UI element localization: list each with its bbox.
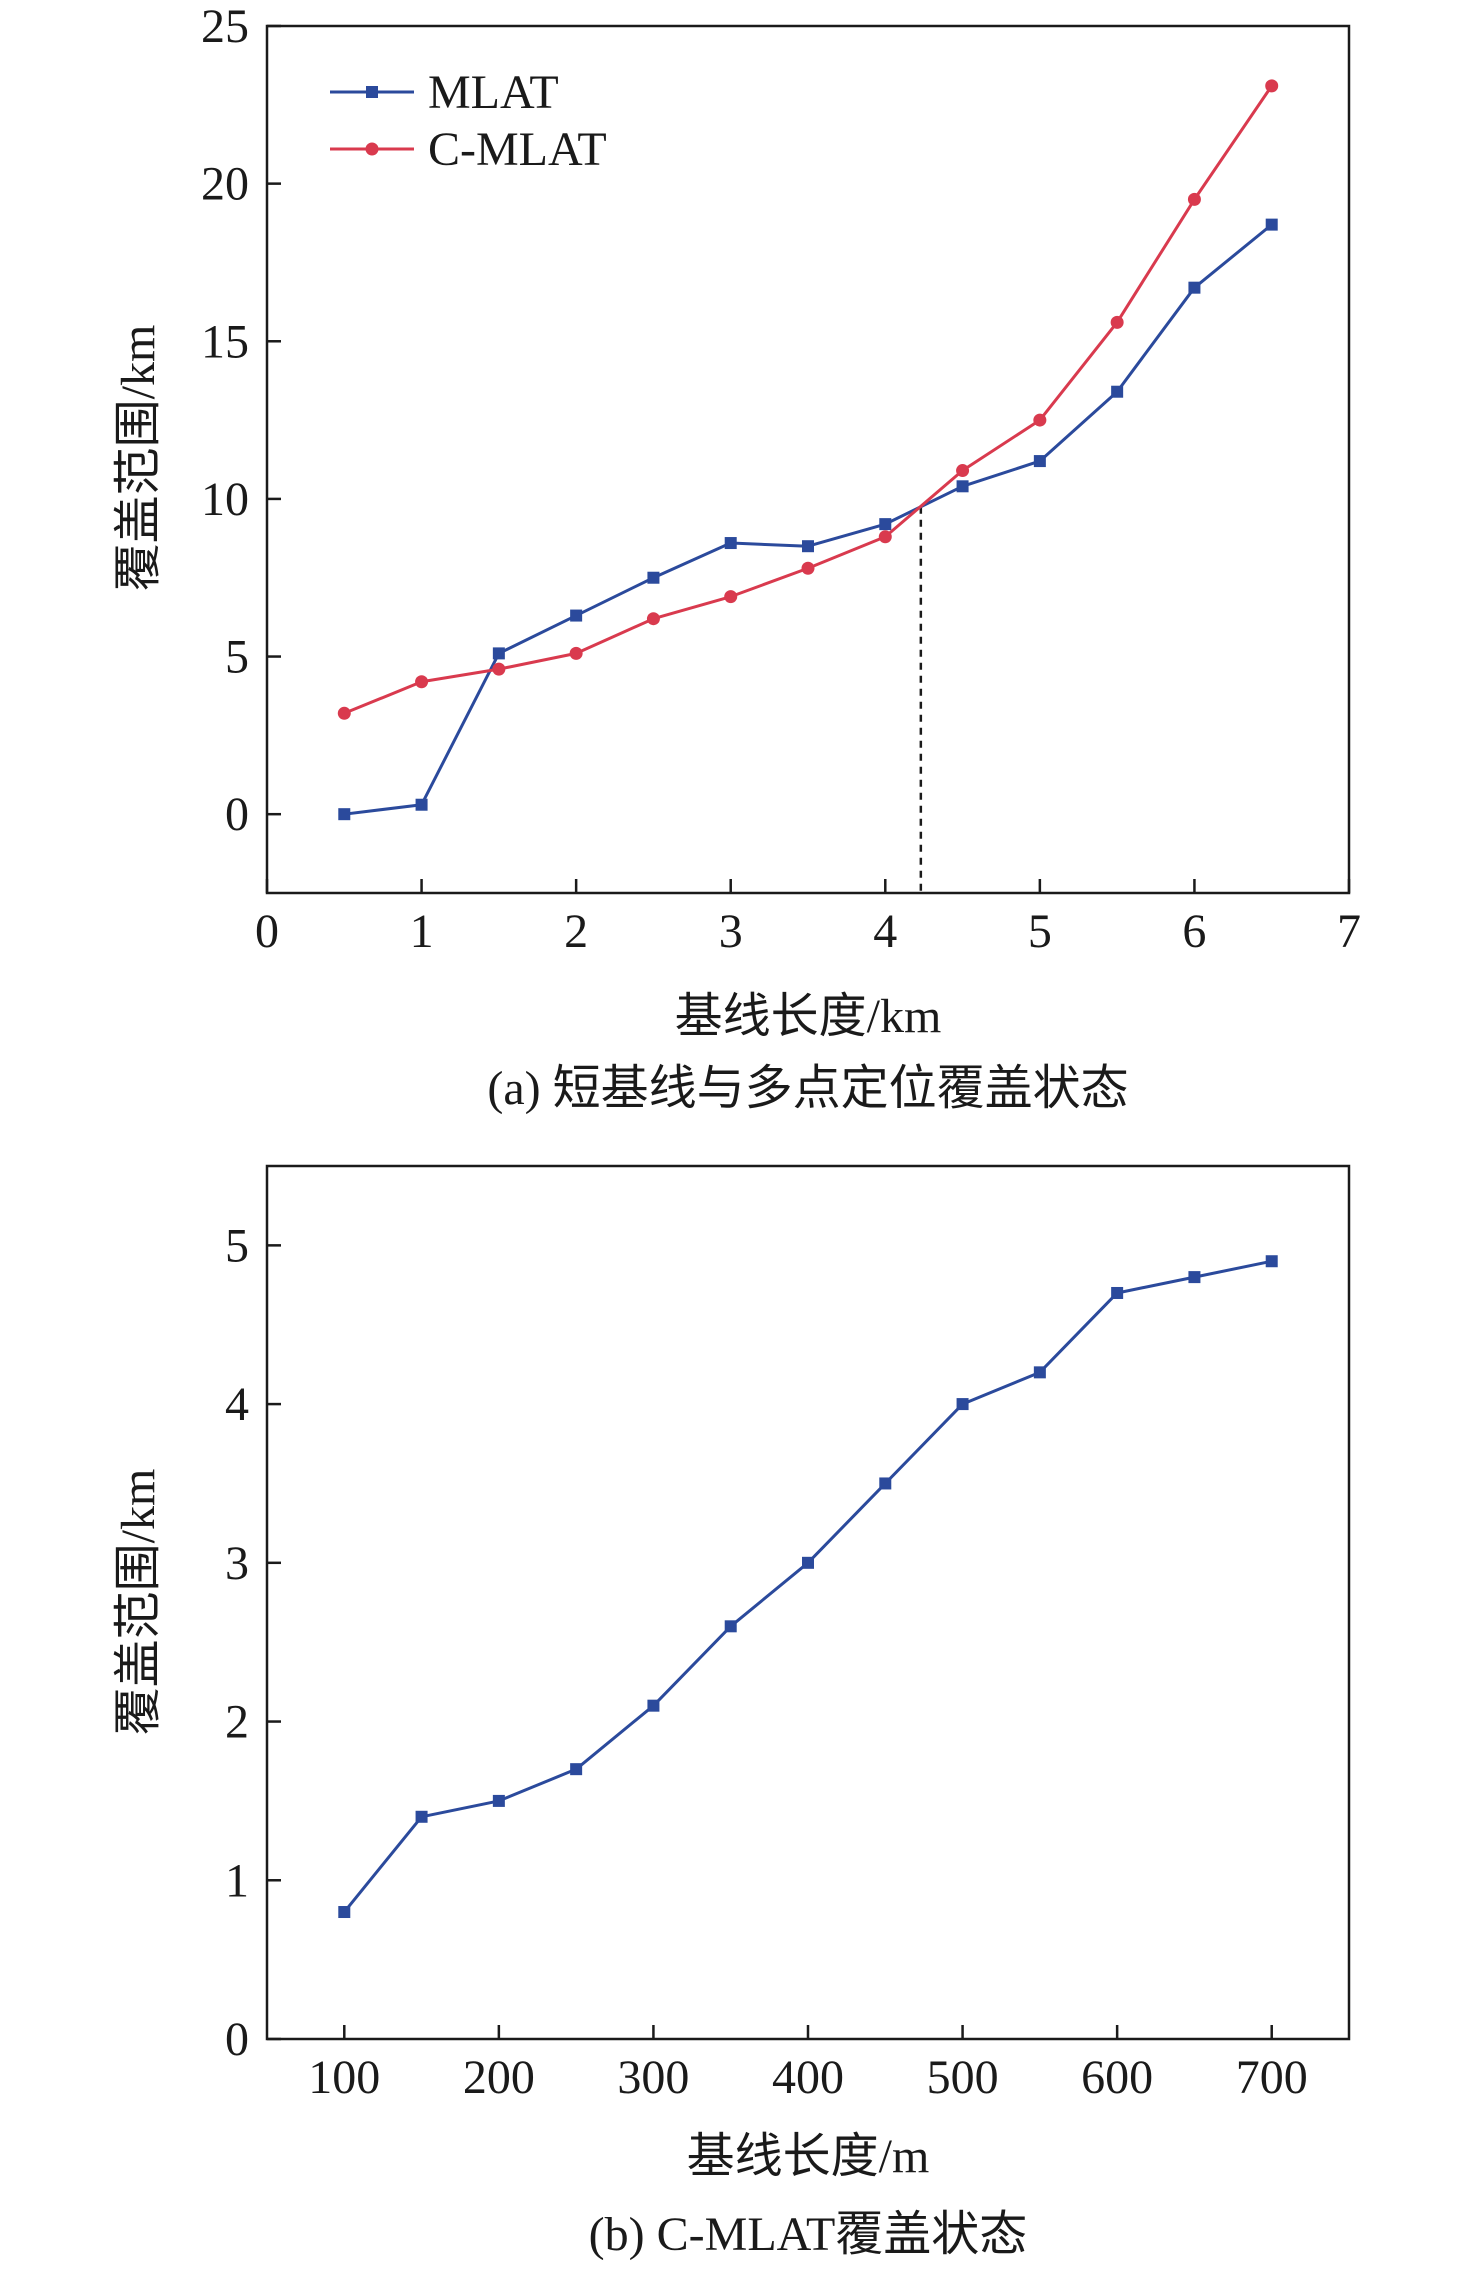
data-point-a-mlat-0 [338, 808, 351, 821]
series-line-b-series-0 [343, 1259, 1273, 1913]
data-point-a-mlat-2 [492, 647, 505, 660]
plot-frame-b [265, 1164, 1351, 2041]
legend-a: MLAT C-MLAT [330, 66, 607, 176]
series-line-a-c-mlat [343, 85, 1273, 715]
series-group-b [338, 1255, 1278, 1919]
y-tick-label-b-3: 3 [225, 1537, 249, 1590]
axis-ticks-b [267, 1244, 1273, 2041]
data-point-b-series-0-3 [570, 1763, 583, 1776]
data-point-a-c-mlat-10 [1110, 315, 1124, 329]
data-point-b-series-0-11 [1188, 1271, 1201, 1284]
series-group-a [337, 79, 1279, 821]
data-point-a-c-mlat-9 [1033, 413, 1047, 427]
y-tick-label-b-0: 0 [225, 2013, 249, 2066]
chart-panel-b: 100 200 300 400 500 600 700 0 1 2 3 4 5 基线长度/m 覆盖范围/… [112, 1164, 1351, 2261]
legend-marker-mlat [366, 86, 378, 98]
x-tick-label-a-5: 5 [1028, 905, 1052, 958]
y-tick-label-a-15: 15 [201, 315, 249, 368]
data-point-a-mlat-5 [724, 537, 737, 550]
tick-labels-a: 0 1 2 3 4 5 6 7 0 5 10 15 20 25 [201, 0, 1361, 958]
data-point-a-c-mlat-6 [801, 561, 815, 575]
x-tick-label-b-100: 100 [308, 2051, 380, 2104]
y-tick-label-a-25: 25 [201, 0, 249, 53]
caption-a: (a) 短基线与多点定位覆盖状态 [487, 1062, 1128, 1115]
data-point-a-c-mlat-1 [415, 675, 429, 689]
x-tick-label-a-4: 4 [873, 905, 897, 958]
y-tick-label-b-1: 1 [225, 1854, 249, 1907]
x-axis-title-b: 基线长度/m [687, 2130, 930, 2183]
y-axis-title-b: 覆盖范围/km [112, 1469, 165, 1736]
x-axis-title-a: 基线长度/km [675, 990, 942, 1043]
data-point-a-mlat-7 [879, 518, 892, 531]
y-tick-label-b-2: 2 [225, 1696, 249, 1749]
data-point-a-c-mlat-11 [1187, 192, 1201, 206]
data-point-a-mlat-6 [802, 540, 814, 553]
y-tick-label-a-0: 0 [225, 788, 249, 841]
x-tick-label-a-7: 7 [1337, 905, 1361, 958]
data-point-a-mlat-8 [956, 480, 969, 493]
legend-label-c-mlat: C-MLAT [428, 123, 607, 176]
data-point-b-series-0-2 [492, 1794, 505, 1807]
data-point-a-mlat-3 [570, 609, 583, 622]
data-point-b-series-0-8 [956, 1398, 969, 1411]
data-point-a-mlat-12 [1265, 218, 1278, 231]
x-tick-label-b-700: 700 [1236, 2051, 1308, 2104]
data-point-b-series-0-12 [1265, 1255, 1278, 1268]
y-tick-label-a-5: 5 [225, 631, 249, 684]
data-point-a-mlat-1 [415, 798, 428, 811]
chart-panel-a: 0 1 2 3 4 5 6 7 0 5 10 15 20 25 MLAT C-MLAT 基线长度/km 覆… [112, 0, 1361, 1115]
y-tick-label-a-20: 20 [201, 158, 249, 211]
x-tick-label-a-0: 0 [255, 905, 279, 958]
data-point-b-series-0-1 [415, 1810, 428, 1823]
data-point-b-series-0-9 [1033, 1366, 1046, 1379]
data-point-b-series-0-10 [1111, 1286, 1124, 1299]
axis-ticks-a [265, 24, 1351, 893]
x-tick-label-b-500: 500 [927, 2051, 999, 2104]
x-tick-label-a-1: 1 [410, 905, 434, 958]
data-point-a-c-mlat-7 [878, 530, 892, 544]
data-point-b-series-0-7 [879, 1477, 892, 1490]
x-tick-label-b-300: 300 [617, 2051, 689, 2104]
x-tick-label-b-600: 600 [1081, 2051, 1153, 2104]
x-tick-label-a-3: 3 [719, 905, 743, 958]
legend-marker-c-mlat [365, 142, 379, 156]
data-point-a-mlat-10 [1111, 385, 1124, 398]
x-tick-label-b-200: 200 [463, 2051, 535, 2104]
plot-frame-a [265, 24, 1351, 895]
data-point-b-series-0-5 [724, 1620, 737, 1633]
data-point-a-mlat-11 [1188, 281, 1201, 294]
data-point-a-c-mlat-5 [724, 590, 738, 604]
legend-label-mlat: MLAT [428, 66, 559, 119]
y-axis-title-a: 覆盖范围/km [112, 325, 165, 592]
data-point-a-mlat-4 [647, 571, 660, 584]
y-tick-label-b-4: 4 [225, 1378, 249, 1431]
data-point-a-c-mlat-4 [646, 612, 660, 626]
data-point-a-mlat-9 [1033, 455, 1046, 468]
x-tick-label-a-6: 6 [1182, 905, 1206, 958]
data-point-a-c-mlat-12 [1265, 79, 1279, 93]
data-point-a-c-mlat-3 [569, 646, 583, 660]
data-point-b-series-0-6 [802, 1556, 814, 1569]
data-point-a-c-mlat-0 [337, 706, 351, 720]
tick-labels-b: 100 200 300 400 500 600 700 0 1 2 3 4 5 [225, 1219, 1308, 2104]
data-point-b-series-0-4 [647, 1699, 660, 1712]
y-tick-label-a-10: 10 [201, 473, 249, 526]
x-tick-label-b-400: 400 [772, 2051, 844, 2104]
data-point-a-c-mlat-2 [492, 662, 506, 676]
data-point-b-series-0-0 [338, 1906, 351, 1919]
x-tick-label-a-2: 2 [564, 905, 588, 958]
data-point-a-c-mlat-8 [956, 464, 970, 478]
y-tick-label-b-5: 5 [225, 1219, 249, 1272]
caption-b: (b) C-MLAT覆盖状态 [589, 2208, 1028, 2261]
series-line-a-mlat [344, 223, 1273, 816]
